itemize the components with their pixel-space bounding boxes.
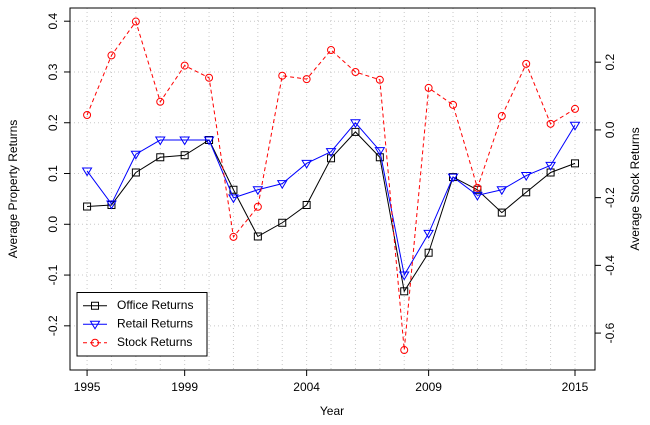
series-line <box>87 131 576 293</box>
y2-tick-label: -0.6 <box>603 322 617 343</box>
y-tick-label: 0.4 <box>46 13 60 30</box>
marker <box>302 200 311 209</box>
marker <box>400 287 409 296</box>
x-axis-label: Year <box>320 404 344 418</box>
marker <box>570 159 579 168</box>
marker <box>351 68 360 77</box>
marker <box>91 338 99 347</box>
marker <box>522 188 531 197</box>
marker <box>546 119 555 128</box>
y-tick-label: 0.2 <box>46 114 60 131</box>
marker <box>106 200 117 210</box>
marker <box>252 186 264 196</box>
marker <box>351 127 360 136</box>
marker <box>327 45 336 54</box>
marker <box>545 161 556 171</box>
marker <box>398 271 410 281</box>
legend-label: Retail Returns <box>117 316 193 330</box>
y2-tick-label: 0.0 <box>603 121 617 138</box>
marker <box>278 218 287 227</box>
marker <box>424 248 433 257</box>
marker <box>180 151 189 160</box>
x-tick-label: 2015 <box>562 380 589 394</box>
x-tick-label: 2004 <box>293 380 320 394</box>
marker <box>325 148 337 158</box>
marker <box>569 121 581 131</box>
marker <box>423 229 435 239</box>
y-tick-label: 0.3 <box>46 63 60 80</box>
plot-frame <box>69 7 596 371</box>
marker <box>180 61 189 70</box>
y2-axis-label: Average Stock Returns <box>628 127 642 250</box>
marker <box>131 17 140 26</box>
marker <box>400 346 409 355</box>
marker <box>154 136 166 146</box>
y-tick-label: 0.1 <box>46 165 60 182</box>
legend-label: Stock Returns <box>117 335 192 349</box>
marker <box>156 153 165 162</box>
y-tick-label: -0.1 <box>46 264 60 285</box>
legend-label: Office Returns <box>117 298 193 312</box>
marker <box>130 150 142 160</box>
marker <box>302 75 311 84</box>
marker <box>520 172 532 182</box>
marker <box>374 147 386 157</box>
marker <box>131 168 140 177</box>
marker <box>253 232 262 241</box>
marker <box>449 100 458 109</box>
marker <box>156 97 165 106</box>
marker <box>229 232 238 241</box>
marker <box>205 73 214 82</box>
marker <box>522 59 531 68</box>
marker <box>496 186 508 196</box>
marker <box>375 153 384 162</box>
marker <box>375 75 384 84</box>
marker <box>91 301 99 310</box>
marker <box>203 136 215 146</box>
marker <box>301 159 313 169</box>
series-line <box>86 121 576 277</box>
x-tick-label: 1995 <box>74 380 101 394</box>
marker <box>107 51 116 60</box>
marker <box>278 71 287 80</box>
marker <box>89 320 101 330</box>
y-tick-label: 0.0 <box>46 216 60 233</box>
marker <box>83 111 92 120</box>
marker <box>424 83 433 92</box>
marker <box>81 167 93 177</box>
marker <box>570 104 579 113</box>
y-tick-label: -0.2 <box>46 315 60 336</box>
x-tick-label: 2009 <box>415 380 442 394</box>
y2-tick-label: 0.2 <box>603 54 617 71</box>
marker <box>447 173 459 183</box>
marker <box>179 136 191 146</box>
marker <box>472 191 483 201</box>
marker <box>228 194 239 204</box>
marker <box>350 119 361 129</box>
marker <box>253 202 262 211</box>
y2-tick-label: -0.2 <box>603 187 617 208</box>
marker <box>497 208 506 217</box>
marker <box>327 154 336 163</box>
marker <box>276 180 288 190</box>
marker <box>473 183 482 192</box>
y2-tick-label: -0.4 <box>603 255 617 276</box>
x-tick-label: 1999 <box>171 380 198 394</box>
series-line <box>86 20 576 351</box>
y-axis-label: Average Property Returns <box>6 120 20 259</box>
marker <box>497 112 506 121</box>
marker <box>83 202 92 211</box>
